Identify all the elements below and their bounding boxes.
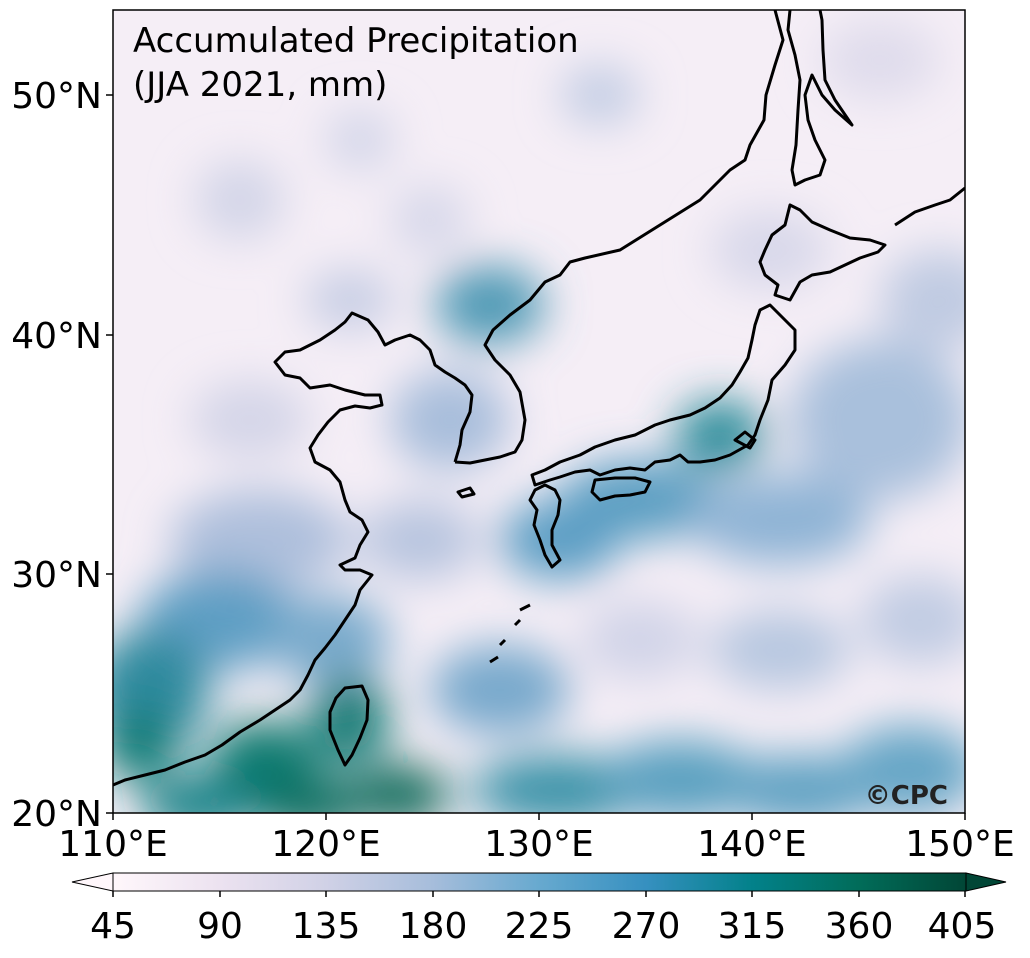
lat-tick-label: 40°N [11, 316, 102, 357]
coastline-jeju [456, 486, 476, 499]
colorbar-tick-label: 45 [90, 906, 136, 947]
map-title-line1: Accumulated Precipitation [133, 21, 579, 61]
colorbar-tick-marks [112, 891, 966, 897]
coastline-honshu [530, 303, 797, 487]
lon-tick-marks [112, 813, 966, 820]
lon-tick-label: 120°E [271, 824, 380, 865]
coastline-kyushu [528, 483, 562, 569]
lon-tick-label: 130°E [484, 824, 593, 865]
map-title-line2: (JJA 2021, mm) [133, 65, 387, 105]
colorbar [71, 872, 1007, 892]
coastline-taiwan [328, 684, 370, 767]
coastline-sakhalin [786, 10, 854, 187]
colorbar-tick-label: 270 [612, 906, 681, 947]
lat-tick-marks [106, 94, 113, 814]
cpc-watermark: ©CPC [865, 781, 948, 811]
lat-tick-label: 20°N [11, 794, 102, 835]
colorbar-tick-label: 225 [505, 906, 574, 947]
coastline-ryukyu [489, 603, 531, 664]
precipitation-field [113, 10, 965, 813]
coastline-shikoku [590, 476, 652, 502]
colorbar-gradient [112, 872, 967, 892]
lat-tick-label: 50°N [11, 76, 102, 117]
coastline-hokkaido [758, 203, 887, 302]
lon-tick-label: 110°E [58, 824, 167, 865]
colorbar-tick-label: 315 [718, 906, 787, 947]
colorbar-tick-label: 405 [928, 906, 997, 947]
coastline-russia-mainland [454, 10, 785, 465]
colorbar-tick-label: 180 [399, 906, 468, 947]
coastline-kurils [894, 186, 965, 227]
colorbar-tick-label: 135 [292, 906, 361, 947]
lon-tick-label: 150°E [905, 824, 1014, 865]
colorbar-extend-low [71, 872, 114, 892]
coastline-korea [113, 311, 474, 787]
coastlines [113, 10, 965, 787]
coastline-izu [733, 430, 757, 450]
lat-tick-label: 30°N [11, 555, 102, 596]
colorbar-extend-high [965, 872, 1007, 892]
colorbar-tick-label: 360 [825, 906, 894, 947]
colorbar-tick-label: 90 [197, 906, 243, 947]
lon-tick-label: 140°E [697, 824, 806, 865]
